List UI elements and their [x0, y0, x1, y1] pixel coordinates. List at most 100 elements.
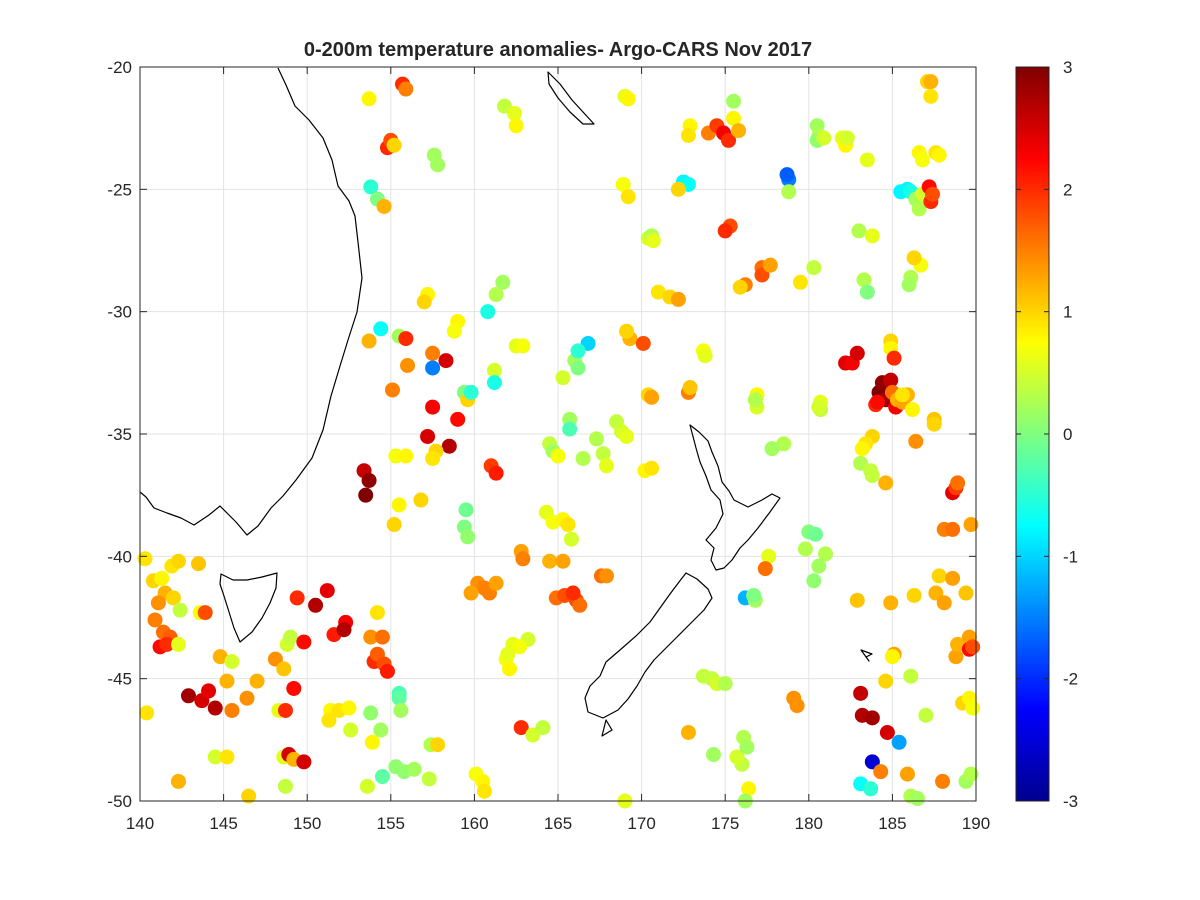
x-tick-label: 180 [795, 814, 823, 833]
coastline-australia [139, 67, 363, 536]
data-point [762, 257, 778, 273]
data-point [361, 333, 377, 349]
data-point [438, 353, 454, 369]
data-point [729, 749, 745, 765]
data-point [363, 179, 379, 195]
data-point [450, 411, 466, 427]
x-tick-label: 160 [460, 814, 488, 833]
data-point [159, 636, 175, 652]
data-point [219, 673, 235, 689]
data-point [644, 389, 660, 405]
data-point [363, 705, 379, 721]
data-point [886, 350, 902, 366]
data-point [620, 91, 636, 107]
data-point [495, 274, 511, 290]
data-point [588, 431, 604, 447]
data-point [965, 639, 981, 655]
colorbar-tick-label: 1 [1063, 303, 1072, 322]
data-point [854, 441, 870, 457]
data-point [911, 201, 927, 217]
y-tick-label: -50 [107, 792, 132, 811]
data-point [249, 673, 265, 689]
data-point [908, 433, 924, 449]
data-point [764, 441, 780, 457]
data-point [909, 791, 925, 807]
data-point [201, 683, 217, 699]
colorbar-tick-label: -2 [1063, 670, 1078, 689]
data-point [680, 724, 696, 740]
data-point [928, 585, 944, 601]
x-tick-label: 185 [878, 814, 906, 833]
data-point [336, 622, 352, 638]
data-point [170, 636, 186, 652]
data-point [948, 649, 964, 665]
data-point [807, 526, 823, 542]
colorbar-tick-label: -1 [1063, 547, 1078, 566]
data-point [197, 605, 213, 621]
data-point [878, 673, 894, 689]
y-tick-label: -45 [107, 670, 132, 689]
data-point [555, 553, 571, 569]
data-point [430, 737, 446, 753]
data-point [918, 707, 934, 723]
data-point [761, 548, 777, 564]
data-point [595, 446, 611, 462]
data-point [901, 277, 917, 293]
colorbar-ticks: 3 2 1 0 -1 -2 -3 [1016, 58, 1078, 811]
data-point [420, 428, 436, 444]
data-point [950, 636, 966, 652]
coastline-new-caledonia [547, 71, 595, 125]
colorbar-tick-label: 0 [1063, 425, 1072, 444]
data-point [931, 568, 947, 584]
data-point [425, 399, 441, 415]
data-point [851, 223, 867, 239]
data-point [950, 475, 966, 491]
data-point [289, 590, 305, 606]
data-point [818, 546, 834, 562]
data-point [935, 773, 951, 789]
data-point [645, 233, 661, 249]
data-point [914, 152, 930, 168]
data-point [741, 781, 757, 797]
data-point [241, 788, 257, 804]
data-point [488, 287, 504, 303]
data-point [406, 761, 422, 777]
data-point [376, 198, 392, 214]
data-point [386, 137, 402, 153]
data-point [321, 712, 337, 728]
coastline-nz-south-island [584, 572, 713, 719]
y-tick-label: -25 [107, 180, 132, 199]
data-point [811, 399, 827, 415]
x-tick-label: 140 [126, 814, 154, 833]
data-point [879, 724, 895, 740]
data-point [732, 279, 748, 295]
data-point [276, 661, 292, 677]
data-point [358, 487, 374, 503]
data-point [513, 720, 529, 736]
x-tick-label: 145 [209, 814, 237, 833]
data-point [398, 81, 414, 97]
data-point [864, 710, 880, 726]
data-point [154, 570, 170, 586]
data-point [374, 769, 390, 785]
data-point [670, 291, 686, 307]
data-point [697, 348, 713, 364]
data-point [598, 568, 614, 584]
data-point [963, 517, 979, 533]
data-point [776, 436, 792, 452]
data-point [726, 93, 742, 109]
data-point [542, 553, 558, 569]
data-point [393, 702, 409, 718]
coastline-auckland-islands [860, 649, 873, 662]
data-point [488, 465, 504, 481]
data-point [811, 558, 827, 574]
data-point [441, 438, 457, 454]
data-point [170, 773, 186, 789]
data-point [359, 778, 375, 794]
data-point [555, 370, 571, 386]
data-point [619, 428, 635, 444]
data-point [563, 531, 579, 547]
y-tick-label: -35 [107, 425, 132, 444]
data-point [219, 749, 235, 765]
